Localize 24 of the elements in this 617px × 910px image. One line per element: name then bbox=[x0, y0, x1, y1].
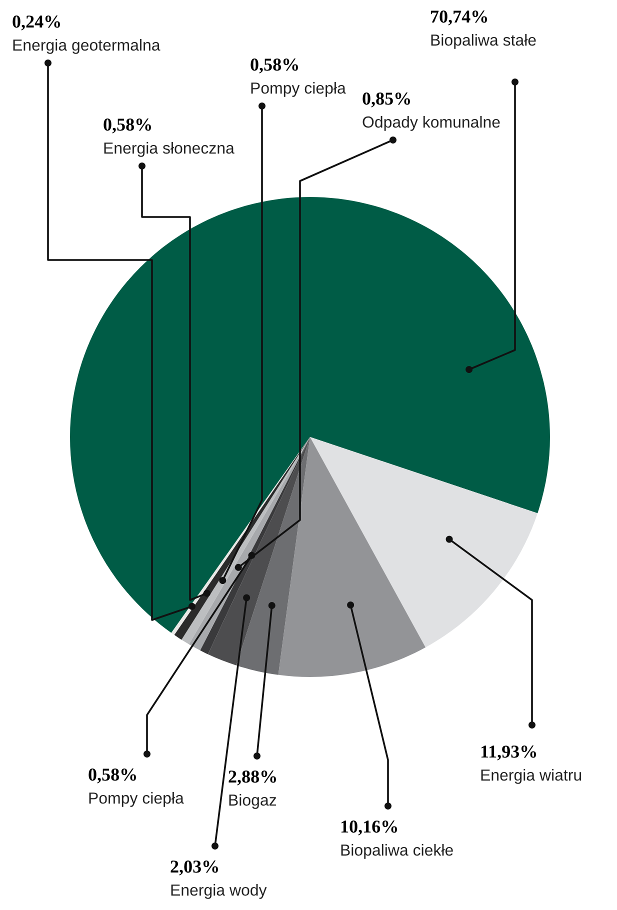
slice-label: Energia wiatru bbox=[481, 769, 582, 784]
data-label: 2,88% bbox=[228, 770, 276, 786]
slice-label: Biopaliwa ciekłe bbox=[341, 844, 453, 859]
pie-slice bbox=[236, 437, 310, 675]
data-label: 0,24% bbox=[12, 16, 60, 30]
data-label: 70,74% bbox=[431, 10, 487, 26]
slice-label: Odpady komunalne bbox=[362, 116, 500, 131]
data-label: 2,03% bbox=[170, 860, 218, 876]
data-label: 0,58% bbox=[88, 768, 136, 784]
slice-label: Energia wody bbox=[171, 884, 267, 899]
data-label: 0,58% bbox=[104, 118, 151, 134]
pie-slice bbox=[70, 197, 550, 633]
slice-label: Energia geotermalna bbox=[13, 39, 160, 54]
slice-label: Pompy ciepła bbox=[251, 82, 346, 97]
pie-slice bbox=[278, 437, 426, 677]
slice-label: Pompy ciepła bbox=[89, 792, 184, 807]
data-label: 0,58% bbox=[250, 58, 298, 74]
slice-label: Energia słoneczna bbox=[104, 142, 234, 157]
slice-label: Biogaz bbox=[229, 794, 276, 809]
data-label: 10,16% bbox=[341, 820, 397, 836]
pie-slice bbox=[310, 437, 538, 648]
data-label: 11,93% bbox=[481, 746, 536, 760]
slice-label: Biopaliwa stałe bbox=[431, 34, 536, 49]
data-label: 0,85% bbox=[362, 92, 410, 108]
